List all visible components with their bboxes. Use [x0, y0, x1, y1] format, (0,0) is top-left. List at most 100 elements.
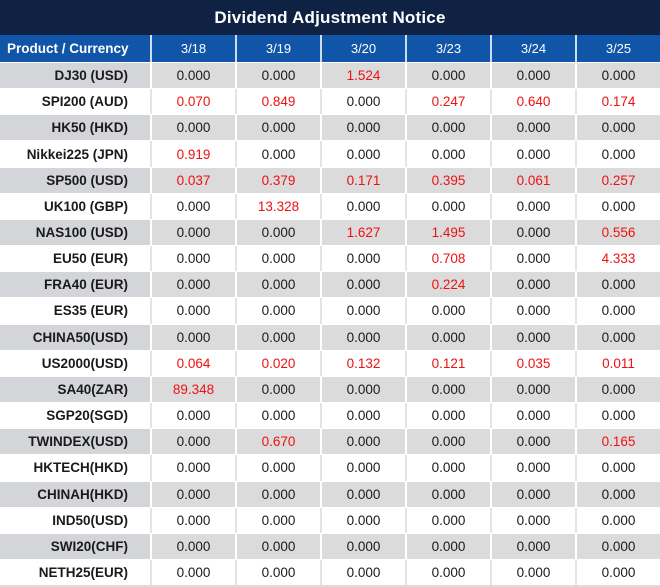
product-cell: SWI20(CHF)	[0, 533, 150, 559]
value-cell: 0.379	[235, 167, 320, 193]
value-cell: 0.000	[405, 403, 490, 429]
value-cell: 0.000	[235, 246, 320, 272]
value-cell: 0.000	[235, 533, 320, 559]
value-cell: 0.000	[490, 63, 575, 89]
value-cell: 0.000	[235, 63, 320, 89]
value-cell: 0.000	[490, 272, 575, 298]
value-cell: 0.020	[235, 350, 320, 376]
value-cell: 89.348	[150, 376, 235, 403]
table-row: SA40(ZAR) 89.348 0.000 0.000 0.000 0.000 0.000	[0, 375, 660, 404]
header-date: 3/25	[575, 35, 660, 62]
product-cell: US2000(USD)	[0, 350, 150, 376]
value-cell: 0.000	[320, 481, 405, 507]
product-cell: DJ30 (USD)	[0, 63, 150, 89]
table-row: FRA40 (EUR) 0.000 0.000 0.000 0.224 0.000 0.00…	[0, 271, 660, 299]
value-cell: 0.000	[575, 533, 660, 559]
product-cell: ES35 (EUR)	[0, 298, 150, 324]
value-cell: 1.495	[405, 219, 490, 246]
table-row: CHINA50(USD) 0.000 0.000 0.000 0.000 0.000 0.0…	[0, 323, 660, 351]
value-cell: 0.000	[575, 403, 660, 429]
value-cell: 0.070	[150, 89, 235, 115]
table-row: UK100 (GBP) 0.000 13.328 0.000 0.000 0.000 0.0…	[0, 193, 660, 219]
value-cell: 0.000	[150, 403, 235, 429]
value-cell: 0.000	[575, 481, 660, 507]
value-cell: 0.000	[575, 324, 660, 350]
value-cell: 0.064	[150, 350, 235, 376]
value-cell: 0.035	[490, 350, 575, 376]
value-cell: 0.000	[235, 324, 320, 350]
value-cell: 0.000	[490, 193, 575, 219]
value-cell: 0.000	[490, 324, 575, 350]
value-cell: 0.000	[150, 559, 235, 586]
value-cell: 0.000	[490, 115, 575, 141]
value-cell: 0.000	[150, 481, 235, 507]
value-cell: 0.000	[235, 115, 320, 141]
value-cell: 0.174	[575, 89, 660, 115]
value-cell: 0.000	[320, 403, 405, 429]
value-cell: 0.000	[320, 246, 405, 272]
product-cell: SPI200 (AUD)	[0, 89, 150, 115]
product-cell: NETH25(EUR)	[0, 559, 150, 586]
value-cell: 0.132	[320, 350, 405, 376]
product-cell: UK100 (GBP)	[0, 193, 150, 219]
value-cell: 0.000	[235, 219, 320, 246]
header-date: 3/23	[405, 35, 490, 62]
value-cell: 0.000	[320, 89, 405, 115]
value-cell: 0.000	[150, 193, 235, 219]
value-cell: 4.333	[575, 246, 660, 272]
value-cell: 0.000	[320, 429, 405, 455]
value-cell: 0.000	[320, 298, 405, 324]
value-cell: 0.000	[320, 507, 405, 533]
value-cell: 0.000	[405, 559, 490, 586]
value-cell: 0.000	[235, 455, 320, 481]
value-cell: 0.000	[320, 272, 405, 298]
value-cell: 0.000	[405, 481, 490, 507]
product-cell: IND50(USD)	[0, 507, 150, 533]
value-cell: 0.000	[320, 559, 405, 586]
product-cell: Nikkei225 (JPN)	[0, 141, 150, 167]
value-cell: 0.000	[150, 219, 235, 246]
value-cell: 0.000	[405, 115, 490, 141]
value-cell: 0.224	[405, 272, 490, 298]
value-cell: 0.000	[490, 298, 575, 324]
value-cell: 0.000	[490, 533, 575, 559]
product-cell: EU50 (EUR)	[0, 246, 150, 272]
table-row: EU50 (EUR) 0.000 0.000 0.000 0.708 0.000 4.333	[0, 246, 660, 272]
product-cell: NAS100 (USD)	[0, 219, 150, 246]
value-cell: 0.011	[575, 350, 660, 376]
value-cell: 0.257	[575, 167, 660, 193]
value-cell: 0.000	[490, 559, 575, 586]
table-row: SPI200 (AUD) 0.070 0.849 0.000 0.247 0.640 0.1…	[0, 89, 660, 115]
value-cell: 0.000	[235, 559, 320, 586]
value-cell: 0.000	[405, 376, 490, 403]
table-row: CHINAH(HKD) 0.000 0.000 0.000 0.000 0.000 0.00…	[0, 480, 660, 508]
value-cell: 0.000	[150, 533, 235, 559]
value-cell: 0.000	[320, 455, 405, 481]
value-cell: 0.640	[490, 89, 575, 115]
table-header-row: Product / Currency 3/18 3/19 3/20 3/23 3/24 3…	[0, 35, 660, 62]
product-cell: HKTECH(HKD)	[0, 455, 150, 481]
value-cell: 0.000	[405, 193, 490, 219]
value-cell: 0.000	[575, 141, 660, 167]
value-cell: 0.000	[405, 324, 490, 350]
value-cell: 0.000	[405, 429, 490, 455]
header-date: 3/19	[235, 35, 320, 62]
table-row: SGP20(SGD) 0.000 0.000 0.000 0.000 0.000 0.000	[0, 403, 660, 429]
value-cell: 0.000	[150, 63, 235, 89]
value-cell: 0.000	[320, 324, 405, 350]
page-title: Dividend Adjustment Notice	[214, 7, 446, 27]
table-body: DJ30 (USD) 0.000 0.000 1.524 0.000 0.000 0.000…	[0, 62, 660, 587]
value-cell: 0.000	[235, 272, 320, 298]
value-cell: 0.000	[150, 324, 235, 350]
product-cell: SP500 (USD)	[0, 167, 150, 193]
value-cell: 0.000	[405, 63, 490, 89]
table-row: SP500 (USD) 0.037 0.379 0.171 0.395 0.061 0.25…	[0, 166, 660, 194]
value-cell: 0.061	[490, 167, 575, 193]
table-row: Nikkei225 (JPN) 0.919 0.000 0.000 0.000 0.000…	[0, 141, 660, 167]
value-cell: 0.000	[490, 455, 575, 481]
value-cell: 0.000	[235, 376, 320, 403]
value-cell: 0.000	[490, 246, 575, 272]
table-row: ES35 (EUR) 0.000 0.000 0.000 0.000 0.000 0.000	[0, 298, 660, 324]
value-cell: 0.000	[235, 507, 320, 533]
